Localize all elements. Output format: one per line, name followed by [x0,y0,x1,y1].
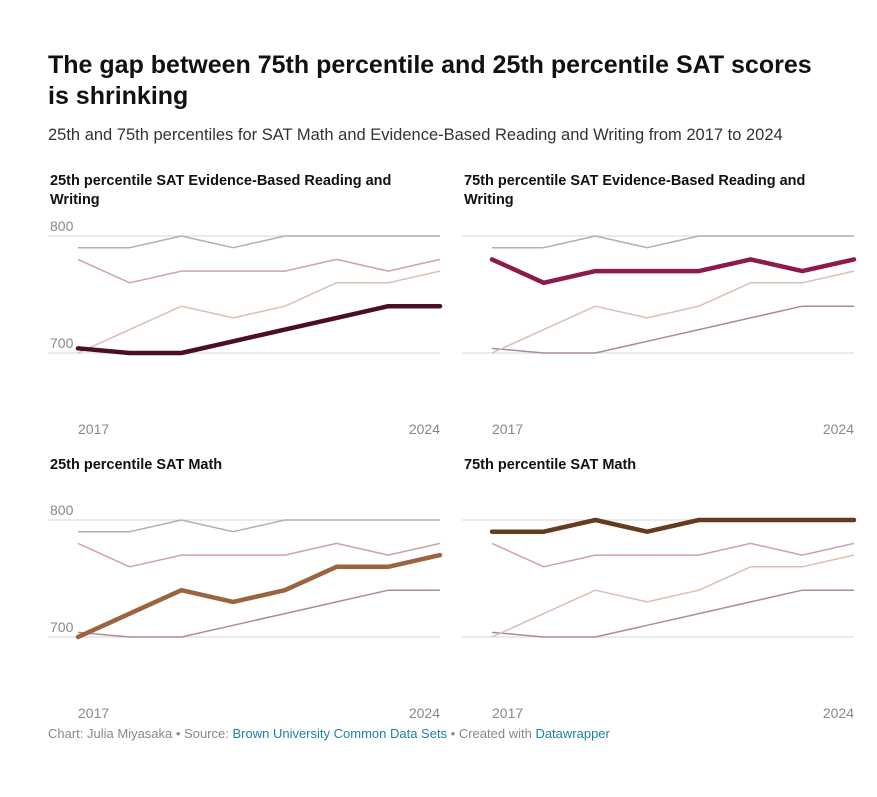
context-line-ebrw25 [491,589,854,638]
x-tick-label: 2017 [492,421,523,437]
x-tick-label: 2024 [409,421,440,437]
x-tick-label: 2017 [78,421,109,437]
panel-ebrw-75th: 75th percentile SAT Evidence-Based Readi… [462,172,862,437]
chart-credit: Chart: Julia Miyasaka [48,726,173,741]
chart-subtitle: 25th and 75th percentiles for SAT Math a… [48,126,783,144]
context-line-math75 [492,235,854,249]
y-tick-label: 800 [50,502,74,518]
context-line-ebrw75 [491,542,855,568]
context-line-math25 [77,270,441,354]
context-line-ebrw75 [77,542,441,568]
panel-title: 75th percentile SAT Math [464,457,637,473]
footer-separator: • Source: [172,726,233,741]
panel-ebrw-25th: 25th percentile SAT Evidence-Based Readi… [48,172,448,437]
context-line-ebrw75 [77,258,441,284]
highlight-line-math25 [75,552,443,640]
chart-title: The gap between 75th percentile and 25th… [48,51,812,110]
x-tick-label: 2017 [492,705,523,721]
x-tick-label: 2017 [78,705,109,721]
y-tick-label: 800 [50,218,74,234]
highlight-line-ebrw25 [75,303,443,356]
y-tick-label: 700 [50,619,74,635]
context-line-math25 [491,270,855,354]
source-link[interactable]: Brown University Common Data Sets [232,726,448,741]
x-tick-label: 2024 [409,705,440,721]
chart-footer: Chart: Julia Miyasaka • Source: Brown Un… [48,726,610,741]
panel-math-25th: 25th percentile SAT Math 800 700 2017 2024 [48,456,448,721]
y-tick-label: 700 [50,335,74,351]
chart-svg: 2017 2024 [462,517,857,721]
context-line-math25 [491,554,855,638]
footer-separator: • Created with [447,726,536,741]
x-tick-label: 2024 [823,705,854,721]
panel-math-75th: 75th percentile SAT Math 2017 2024 [462,456,862,721]
highlight-line-ebrw75 [489,257,857,286]
chart-svg: 800 700 2017 2024 [48,502,443,721]
x-tick-label: 2024 [823,421,854,437]
context-line-math75 [78,235,440,249]
context-line-math75 [78,519,440,533]
panel-title: 25th percentile SAT Evidence-Based Readi… [50,173,392,208]
panel-title: 25th percentile SAT Math [50,457,223,473]
context-line-ebrw25 [491,305,854,354]
datawrapper-link[interactable]: Datawrapper [535,726,610,741]
chart-svg: 800 700 2017 2024 [48,218,443,437]
highlight-line-math75 [489,517,857,534]
chart-svg: 2017 2024 [462,235,857,437]
context-line-ebrw25 [77,589,440,638]
panel-title: 75th percentile SAT Evidence-Based Readi… [464,173,806,208]
